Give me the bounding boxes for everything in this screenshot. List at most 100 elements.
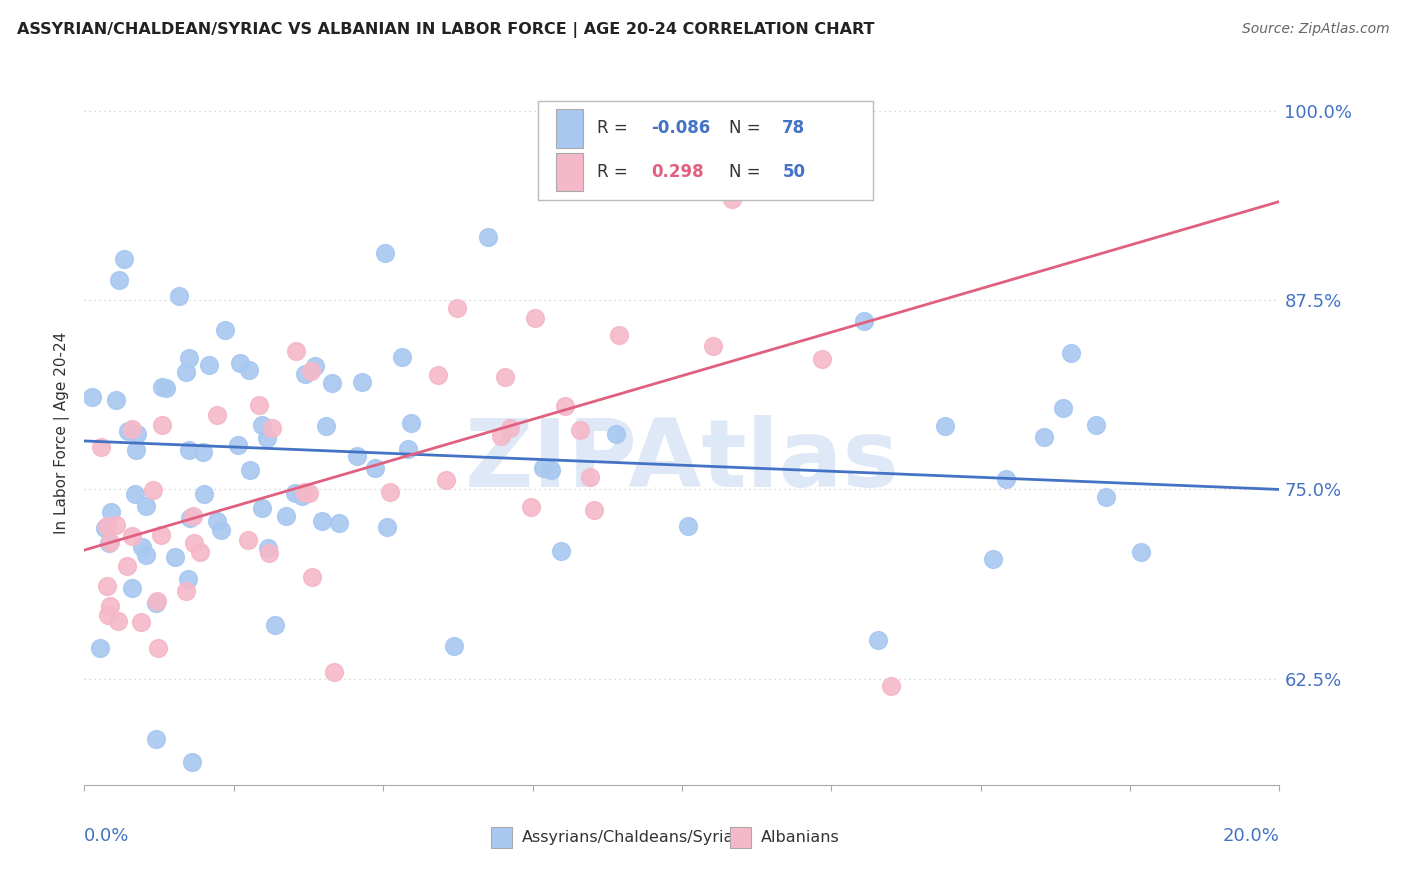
Point — [702, 339, 724, 353]
Point — [179, 511, 201, 525]
Point — [263, 618, 285, 632]
Point — [142, 483, 165, 498]
Point — [298, 485, 321, 500]
Text: 0.0%: 0.0% — [84, 827, 129, 846]
Text: ASSYRIAN/CHALDEAN/SYRIAC VS ALBANIAN IN LABOR FORCE | AGE 20-24 CORRELATION CHAR: ASSYRIAN/CHALDEAN/SYRIAC VS ALBANIAN IN … — [17, 22, 875, 38]
Point — [477, 230, 499, 244]
Text: Source: ZipAtlas.com: Source: ZipAtlas.com — [1241, 22, 1389, 37]
Point — [934, 419, 956, 434]
Point — [146, 593, 169, 607]
Point — [193, 487, 215, 501]
Point — [121, 528, 143, 542]
Point — [994, 472, 1017, 486]
Point — [259, 546, 281, 560]
Point — [294, 367, 316, 381]
Point — [257, 541, 280, 555]
Point — [167, 289, 190, 303]
Point — [499, 420, 522, 434]
Point — [226, 437, 249, 451]
Text: R =: R = — [598, 120, 633, 137]
Text: 78: 78 — [782, 120, 806, 137]
Point — [98, 535, 121, 549]
Point — [350, 375, 373, 389]
Point — [125, 443, 148, 458]
Point — [177, 572, 200, 586]
Point — [494, 370, 516, 384]
Point — [311, 514, 333, 528]
FancyBboxPatch shape — [557, 153, 582, 191]
Point — [117, 558, 139, 573]
Point — [82, 391, 104, 405]
Point — [678, 519, 700, 533]
Point — [301, 570, 323, 584]
Point — [165, 550, 187, 565]
Point — [1060, 345, 1083, 359]
Point — [98, 536, 121, 550]
Point — [107, 614, 129, 628]
Text: 20.0%: 20.0% — [1223, 827, 1279, 846]
Point — [1129, 545, 1152, 559]
Point — [569, 423, 592, 437]
Point — [94, 521, 117, 535]
Point — [188, 545, 211, 559]
Point — [396, 442, 419, 456]
Point — [443, 640, 465, 654]
Text: 50: 50 — [782, 163, 806, 181]
Point — [346, 449, 368, 463]
Point — [328, 516, 350, 530]
Text: Albanians: Albanians — [761, 830, 839, 846]
Point — [579, 469, 602, 483]
Point — [124, 487, 146, 501]
Point — [205, 408, 228, 422]
Point — [491, 429, 513, 443]
Point — [238, 363, 260, 377]
Point — [150, 418, 173, 433]
Point — [607, 328, 630, 343]
Point — [531, 460, 554, 475]
Point — [179, 351, 201, 365]
Point — [98, 599, 121, 613]
FancyBboxPatch shape — [538, 102, 873, 200]
Point — [247, 398, 270, 412]
Text: Assyrians/Chaldeans/Syriacs: Assyrians/Chaldeans/Syriacs — [522, 830, 751, 846]
Point — [198, 359, 221, 373]
Point — [292, 485, 315, 500]
Point — [105, 517, 128, 532]
Point — [181, 756, 204, 770]
Point — [274, 509, 297, 524]
Point — [135, 548, 157, 562]
Point — [364, 461, 387, 475]
Point — [135, 499, 157, 513]
Point — [89, 641, 111, 656]
Point — [117, 424, 139, 438]
Point — [104, 393, 127, 408]
Point — [260, 421, 283, 435]
Point — [214, 323, 236, 337]
Point — [108, 273, 131, 287]
Point — [96, 519, 118, 533]
Point — [193, 444, 215, 458]
Point — [605, 427, 627, 442]
Text: N =: N = — [728, 120, 765, 137]
FancyBboxPatch shape — [491, 827, 512, 848]
Point — [285, 343, 308, 358]
Point — [434, 474, 457, 488]
Point — [228, 355, 250, 369]
Point — [145, 732, 167, 747]
Point — [304, 359, 326, 373]
Point — [426, 368, 449, 383]
Point — [291, 489, 314, 503]
Point — [121, 422, 143, 436]
Point — [391, 350, 413, 364]
Point — [321, 376, 343, 390]
Point — [145, 596, 167, 610]
Point — [582, 502, 605, 516]
Point — [209, 523, 232, 537]
Text: R =: R = — [598, 163, 633, 181]
Point — [375, 520, 398, 534]
Point — [174, 365, 197, 379]
FancyBboxPatch shape — [557, 109, 582, 147]
Point — [380, 485, 402, 500]
Point — [205, 514, 228, 528]
Y-axis label: In Labor Force | Age 20-24: In Labor Force | Age 20-24 — [55, 332, 70, 533]
